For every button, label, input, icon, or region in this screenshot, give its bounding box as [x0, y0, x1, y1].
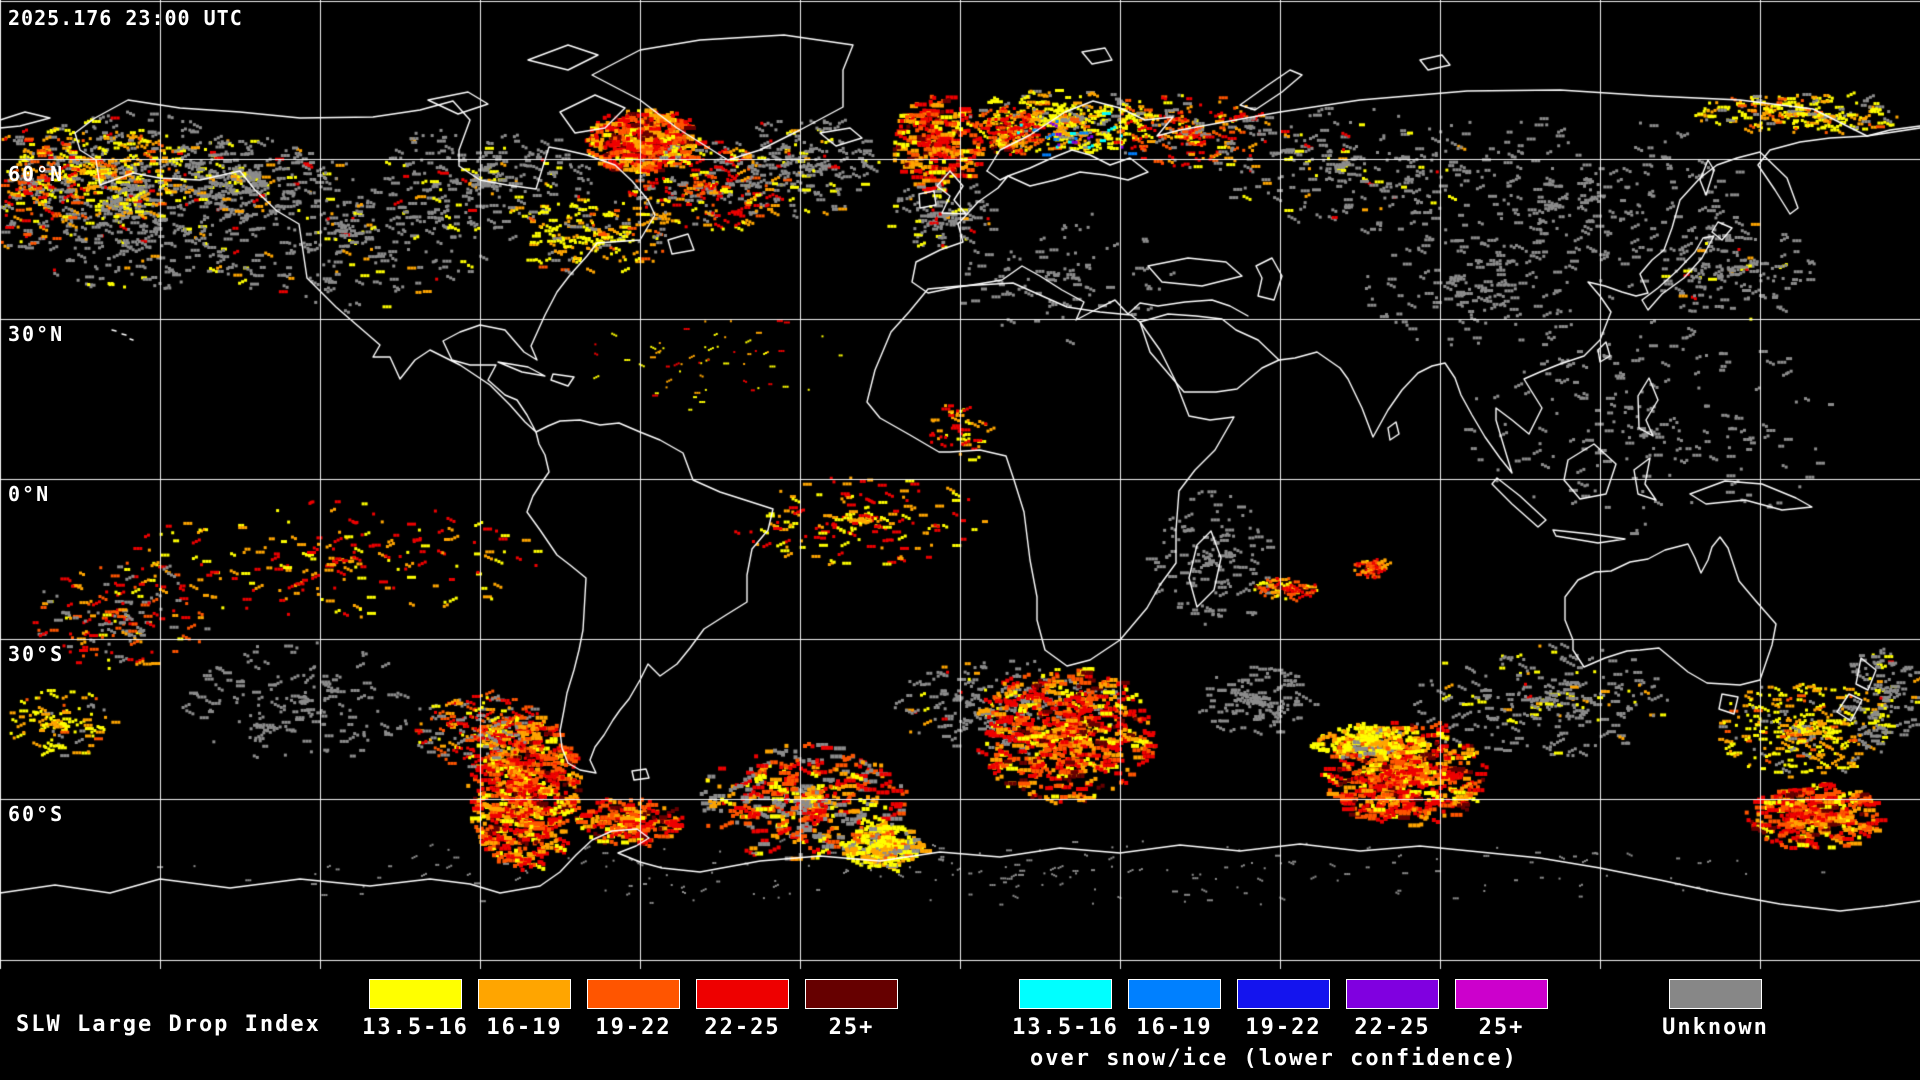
- legend-range-label: 25+: [1478, 1015, 1525, 1040]
- legend-range-label: 16-19: [486, 1015, 563, 1040]
- legend-item: 25+: [805, 979, 898, 1040]
- legend-color-swatch: [587, 979, 680, 1009]
- legend-item: 13.5-16: [1012, 979, 1117, 1040]
- legend-color-swatch: [369, 979, 462, 1009]
- latitude-label: 60°S: [8, 802, 65, 826]
- legend-item: 19-22: [1237, 979, 1330, 1040]
- legend-snow-ice-subtitle: over snow/ice (lower confidence): [1030, 1046, 1518, 1071]
- legend-color-swatch: [1237, 979, 1330, 1009]
- legend-group-standard: 13.5-16 16-19 19-22 22-25 25+: [362, 979, 898, 1040]
- legend-color-swatch: [1346, 979, 1439, 1009]
- legend-item: 22-25: [1346, 979, 1439, 1040]
- latitude-label: 0°N: [8, 482, 51, 506]
- legend-color-swatch: [696, 979, 789, 1009]
- legend-item: 13.5-16: [362, 979, 467, 1040]
- legend-range-label: 19-22: [595, 1015, 672, 1040]
- legend-range-label: 22-25: [1354, 1015, 1431, 1040]
- legend-item: Unknown: [1662, 979, 1767, 1040]
- timestamp: 2025.176 23:00 UTC: [8, 6, 243, 30]
- latitude-label: 60°N: [8, 162, 65, 186]
- legend-item: 16-19: [478, 979, 571, 1040]
- legend-range-label: Unknown: [1662, 1015, 1769, 1040]
- legend-range-label: 19-22: [1245, 1015, 1322, 1040]
- legend-color-swatch: [1455, 979, 1548, 1009]
- legend: SLW Large Drop Index 13.5-16 16-19 19-22 22…: [0, 960, 1920, 1080]
- legend-item: 25+: [1455, 979, 1548, 1040]
- legend-color-swatch: [478, 979, 571, 1009]
- legend-range-label: 13.5-16: [1012, 1015, 1119, 1040]
- legend-range-label: 16-19: [1136, 1015, 1213, 1040]
- legend-item: 22-25: [696, 979, 789, 1040]
- legend-range-label: 25+: [828, 1015, 875, 1040]
- legend-range-label: 13.5-16: [362, 1015, 469, 1040]
- legend-color-swatch: [1669, 979, 1762, 1009]
- legend-color-swatch: [1019, 979, 1112, 1009]
- legend-range-label: 22-25: [704, 1015, 781, 1040]
- legend-item: 16-19: [1128, 979, 1221, 1040]
- latitude-label: 30°S: [8, 642, 65, 666]
- legend-group-snow-ice: 13.5-16 16-19 19-22 22-25 25+: [1012, 979, 1548, 1040]
- legend-color-swatch: [805, 979, 898, 1009]
- legend-item: 19-22: [587, 979, 680, 1040]
- legend-color-swatch: [1128, 979, 1221, 1009]
- legend-group-unknown: Unknown: [1662, 979, 1767, 1040]
- legend-title: SLW Large Drop Index: [16, 1012, 321, 1037]
- latitude-label: 30°N: [8, 322, 65, 346]
